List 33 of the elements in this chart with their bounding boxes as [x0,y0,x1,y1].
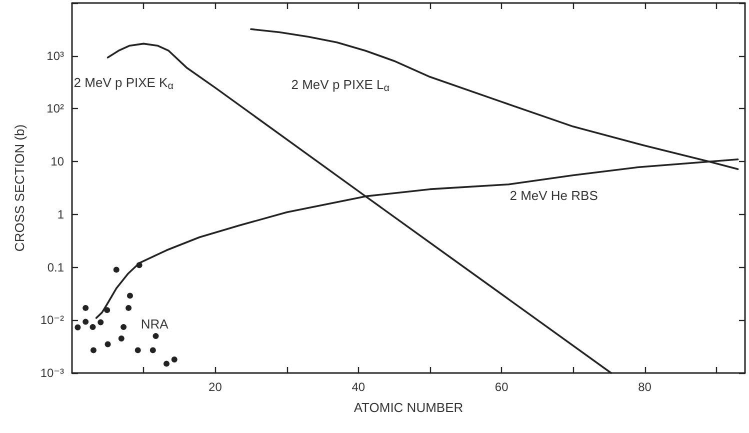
x-axis-title: ATOMIC NUMBER [354,400,464,415]
point [150,347,156,354]
point [134,347,141,354]
x-tick-label: 80 [638,380,652,394]
y-axis-title: CROSS SECTION (b) [12,124,27,252]
point [126,304,132,311]
y-tick-label: 10⁻³ [40,366,64,380]
series-label: NRA [140,316,169,332]
y-tick-label: 10⁻² [40,313,64,328]
point [82,318,89,325]
y-tick-label: 10 [50,154,64,169]
point [104,341,111,348]
y-tick-label: 1 [57,207,64,222]
point [120,324,127,330]
point [171,356,178,363]
point [152,333,159,340]
y-tick-label: 0.1 [47,260,64,274]
series-label: 2 MeV He RBS [510,188,598,203]
point [98,319,104,326]
point [164,360,170,367]
point [82,304,89,311]
y-tick-label: 10³ [46,48,64,63]
point [90,324,96,330]
y-tick-label: 10² [46,102,64,116]
point [118,335,124,342]
x-tick-label: 60 [494,380,509,394]
x-tick-label: 40 [352,380,366,394]
point [113,266,120,273]
x-tick-label: 20 [208,380,222,394]
point [127,292,133,299]
point [104,307,110,314]
point [74,324,81,330]
point [90,347,96,354]
